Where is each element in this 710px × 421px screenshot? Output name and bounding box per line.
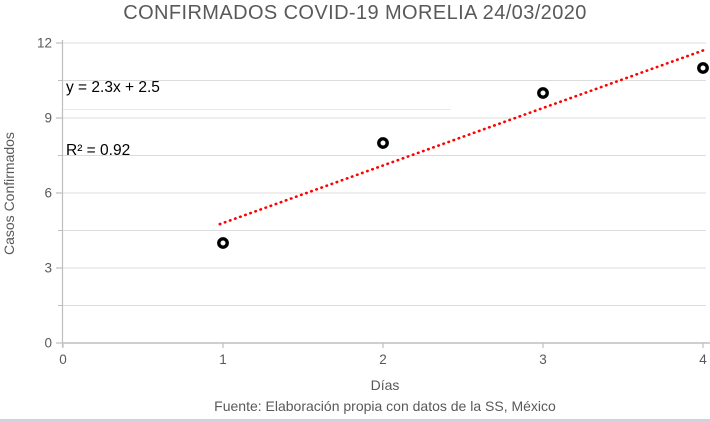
x-tick-label: 3	[539, 352, 547, 367]
source-caption: Fuente: Elaboración propia con datos de …	[214, 398, 556, 414]
y-tick-label: 0	[44, 336, 52, 351]
trendline-annotation: y = 2.3x + 2.5 R² = 0.92	[66, 35, 160, 203]
data-point	[377, 137, 389, 149]
x-axis-title: Días	[370, 377, 400, 393]
y-tick-label: 9	[44, 111, 52, 126]
annotation-box-border	[63, 109, 451, 110]
x-tick-label: 1	[219, 352, 227, 367]
y-tick-label: 3	[44, 261, 52, 276]
r-squared-value: R² = 0.92	[66, 142, 131, 159]
chart-title: CONFIRMADOS COVID-19 MORELIA 24/03/2020	[123, 2, 587, 24]
x-tick-label: 0	[59, 352, 67, 367]
data-point	[697, 62, 709, 74]
trendline-equation: y = 2.3x + 2.5	[66, 79, 160, 96]
x-tick-label: 4	[699, 352, 707, 367]
y-axis-title: Casos Confirmados	[1, 132, 17, 256]
x-tick-label: 2	[379, 352, 387, 367]
data-point	[537, 87, 549, 99]
y-tick-label: 12	[37, 36, 52, 51]
y-tick-label: 6	[44, 186, 52, 201]
trendline	[218, 48, 708, 226]
bottom-edge-line	[0, 419, 710, 421]
data-point	[217, 237, 229, 249]
